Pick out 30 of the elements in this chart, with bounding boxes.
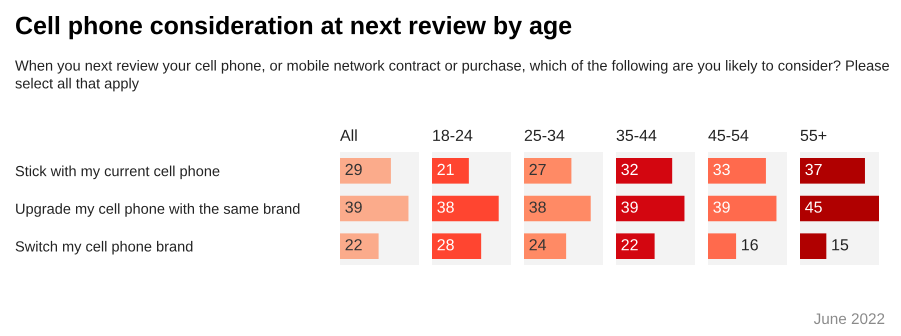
data-label: 39 <box>713 201 730 213</box>
data-label: 39 <box>621 201 638 213</box>
x-axis-title: 35-44 <box>616 130 656 142</box>
x-axis-title: All <box>340 129 357 141</box>
data-label: 33 <box>713 164 730 176</box>
data-label: 16 <box>742 239 758 250</box>
data-label: 29 <box>346 164 362 176</box>
data-label: 45 <box>805 202 822 213</box>
text: June 2022 <box>814 313 884 324</box>
data-label: 21 <box>438 164 454 175</box>
x-axis-title: 18-24 <box>433 130 472 142</box>
data-label: 32 <box>621 164 638 176</box>
data-label: 24 <box>530 239 546 250</box>
data-label: 22 <box>622 239 638 250</box>
chart-title: Cell phone consideration at next review by age <box>16 16 572 40</box>
y-tick-label: Switch my cell phone brand <box>16 240 192 254</box>
data-label: 38 <box>437 201 454 213</box>
y-tick-label: Upgrade my cell phone with the same brand <box>16 203 300 217</box>
x-axis-title: 45-54 <box>708 130 748 142</box>
data-label: 39 <box>345 201 362 213</box>
data-label: 22 <box>346 239 362 250</box>
x-axis-title: 25-34 <box>524 130 564 142</box>
data-label: 37 <box>805 164 822 176</box>
data-label: 15 <box>832 239 848 250</box>
data-label: 38 <box>529 201 546 213</box>
x-axis-title: 55+ <box>800 130 826 142</box>
data-label: 28 <box>438 239 454 250</box>
y-tick-label: Stick with my current cell phone <box>16 166 220 180</box>
data-label: 27 <box>530 164 546 175</box>
text: When you next review your cell phone, or mobile network contract or purchase, which of the following are you likely to consider? Please select all that apply <box>15 60 889 92</box>
